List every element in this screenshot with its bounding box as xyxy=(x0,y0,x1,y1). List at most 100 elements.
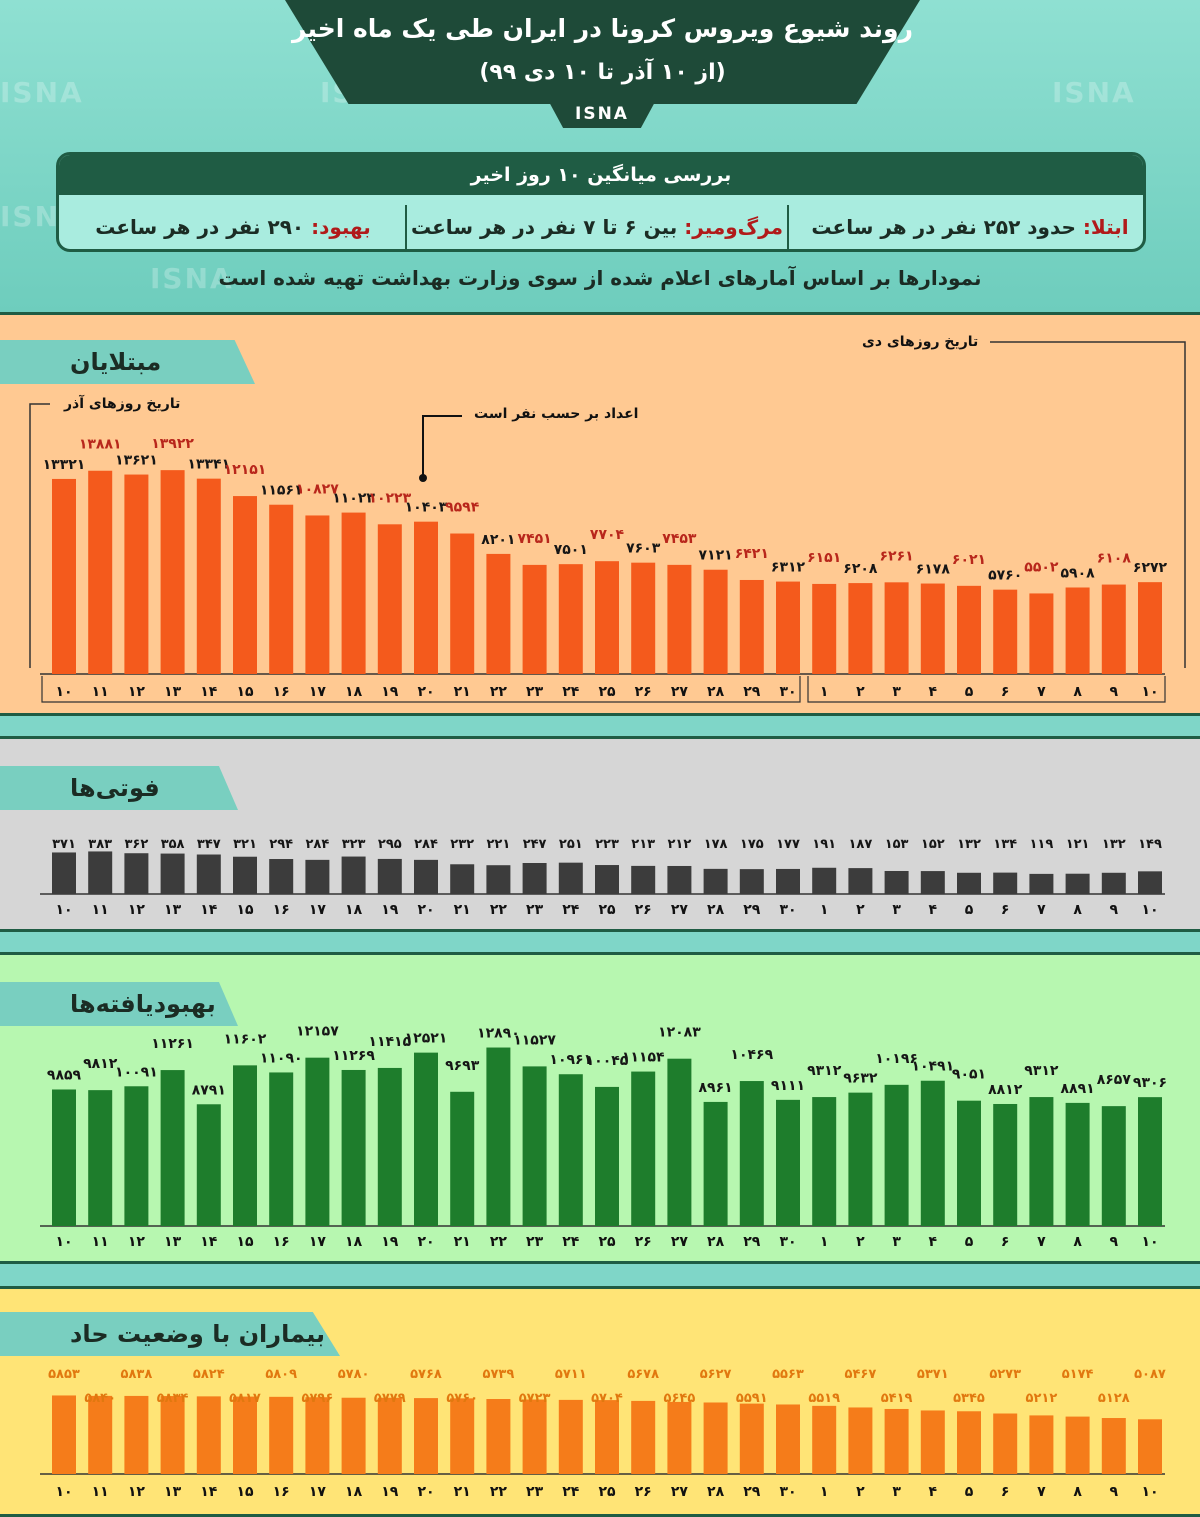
recovered-tick-label: ۳۰ xyxy=(779,1234,796,1250)
severe-tick-label: ۲۹ xyxy=(743,1484,761,1500)
deaths-tick-label: ۱۴ xyxy=(200,902,218,918)
recovered-value-label: ۱۱۵۲۷ xyxy=(513,1032,556,1048)
infected-bar xyxy=(1029,593,1054,674)
infected-bar xyxy=(269,504,294,674)
infected-tick-label: ۱۲ xyxy=(128,684,146,700)
averages-heading: بررسی میانگین ۱۰ روز اخیر xyxy=(59,155,1143,195)
deaths-chart-title: فوتی‌ها xyxy=(0,766,238,810)
infected-tick-label: ۸ xyxy=(1073,684,1082,700)
deaths-tick-label: ۱۰ xyxy=(55,902,72,918)
infected-value-label: ۶۲۶۱ xyxy=(880,548,914,564)
severe-value-label: ۵۷۸۰ xyxy=(338,1367,370,1382)
deaths-value-label: ۱۹۱ xyxy=(812,837,836,852)
recovered-value-label: ۱۲۵۲۱ xyxy=(405,1031,448,1047)
dey-dates-note: تاریخ روزهای دی xyxy=(862,334,979,350)
infected-bar xyxy=(377,524,402,674)
infected-value-label: ۱۰۴۰۳ xyxy=(405,500,448,516)
recovered-tick-label: ۱۶ xyxy=(273,1234,290,1250)
recovered-chart: ۹۸۵۹۱۰۹۸۱۲۱۱۱۰۰۹۱۱۲۱۱۲۶۱۱۳۸۷۹۱۱۴۱۱۶۰۲۱۵۱… xyxy=(0,952,1200,1264)
deaths-bar xyxy=(52,852,76,894)
recovered-bar xyxy=(341,1069,366,1226)
severe-value-label: ۵۵۱۹ xyxy=(808,1391,840,1406)
recovered-bar xyxy=(160,1070,185,1226)
severe-bar xyxy=(1138,1419,1162,1474)
infected-tick-label: ۷ xyxy=(1037,684,1046,700)
recovered-value-label: ۹۸۱۲ xyxy=(83,1056,118,1072)
infected-tick-label: ۱۸ xyxy=(345,684,363,700)
severe-bar xyxy=(667,1401,692,1474)
deaths-value-label: ۳۷۱ xyxy=(52,837,76,852)
recovered-value-label: ۹۶۹۳ xyxy=(445,1058,480,1074)
infected-value-label: ۱۳۸۸۱ xyxy=(79,437,122,453)
recovered-tick-label: ۱۰ xyxy=(55,1234,72,1250)
recovered-bar xyxy=(812,1097,837,1226)
severe-tick-label: ۲ xyxy=(856,1484,865,1500)
recovered-value-label: ۸۶۵۷ xyxy=(1097,1072,1132,1088)
recovered-bar xyxy=(848,1092,873,1226)
severe-value-label: ۵۸۴۰ xyxy=(84,1391,116,1406)
severe-value-label: ۵۳۴۵ xyxy=(953,1391,985,1406)
severe-value-label: ۵۶۷۸ xyxy=(627,1367,659,1382)
recovered-value-label: ۱۱۶۰۲ xyxy=(224,1031,267,1047)
watermark: ISNA xyxy=(0,76,84,109)
infected-average: ابتلا: حدود ۲۵۲ نفر در هر ساعت xyxy=(795,203,1143,249)
infected-value-label: ۱۳۳۲۱ xyxy=(43,457,86,473)
recovered-value-label: ۱۱۲۶۹ xyxy=(332,1048,375,1064)
severe-value-label: ۵۷۳۹ xyxy=(483,1367,515,1382)
deaths-bar xyxy=(595,865,619,894)
infected-value-label: ۵۷۶۰ xyxy=(988,568,1022,584)
infected-value-label: ۶۲۰۸ xyxy=(843,561,878,577)
severe-tick-label: ۲۰ xyxy=(417,1484,434,1500)
recovered-panel: ۹۸۵۹ ۱۰ ۹۸۱۲ ۱۱ ۱۰۰۹۱ ۱۲ ۱۱۲۶۱ ۱۳ ۸۷۹۱ ۱۴ ۱۱۶۰۲ ۱۵ ۱… xyxy=(0,952,1200,1264)
deaths-tick-label: ۸ xyxy=(1073,902,1082,918)
deaths-value-label: ۱۲۱ xyxy=(1066,837,1090,852)
severe-bar xyxy=(812,1405,837,1474)
recovered-tick-label: ۶ xyxy=(1001,1234,1010,1250)
severe-bottom-border xyxy=(0,1514,1200,1517)
severe-bar xyxy=(884,1408,909,1474)
severe-tick-label: ۵ xyxy=(965,1484,974,1500)
infected-bar xyxy=(812,583,837,674)
infected-tick-label: ۲۷ xyxy=(671,684,689,700)
title-banner xyxy=(285,0,920,104)
infected-value-label: ۱۳۹۲۲ xyxy=(151,436,194,452)
severe-tick-label: ۸ xyxy=(1073,1484,1082,1500)
infected-bar xyxy=(993,589,1018,674)
recovered-tick-label: ۸ xyxy=(1073,1234,1082,1250)
deaths-tick-label: ۲۳ xyxy=(526,902,544,918)
deaths-value-label: ۲۴۷ xyxy=(523,837,547,852)
deaths-bar xyxy=(993,872,1018,894)
infected-tick-label: ۱۰ xyxy=(1141,684,1158,700)
recovered-value-label: ۹۱۱۱ xyxy=(771,1078,805,1094)
infected-tick-label: ۲۵ xyxy=(598,684,616,700)
deaths-bar xyxy=(450,864,475,894)
infected-value-label: ۱۳۳۴۱ xyxy=(187,457,230,473)
recovered-value-label: ۹۳۱۲ xyxy=(807,1063,842,1079)
infected-value-label: ۶۱۷۸ xyxy=(916,562,951,578)
recovered-tick-label: ۵ xyxy=(965,1234,974,1250)
deaths-value-label: ۲۲۱ xyxy=(486,837,510,852)
recovered-bar xyxy=(920,1080,945,1226)
severe-value-label: ۵۸۳۸ xyxy=(121,1367,153,1382)
page-subtitle: (از ۱۰ آذر تا ۱۰ دی ۹۹) xyxy=(479,60,726,85)
severe-bar xyxy=(703,1402,728,1474)
infected-bar xyxy=(341,512,366,674)
severe-bar xyxy=(341,1397,366,1474)
recovered-tick-label: ۲۱ xyxy=(454,1234,471,1250)
infected-bar xyxy=(739,579,764,674)
recovered-tick-label: ۲۲ xyxy=(490,1234,508,1250)
unit-note: اعداد بر حسب نفر است xyxy=(474,406,639,422)
recovered-tick-label: ۲۰ xyxy=(417,1234,434,1250)
deaths-value-label: ۲۱۲ xyxy=(667,837,691,852)
recovered-bottom-border xyxy=(0,1261,1200,1264)
azar-dates-note: تاریخ روزهای آذر xyxy=(64,396,181,412)
recovered-bar xyxy=(739,1081,764,1226)
infected-bar xyxy=(957,585,981,674)
infected-bar xyxy=(1101,584,1126,674)
severe-bar xyxy=(776,1404,800,1474)
infected-bar xyxy=(450,533,475,674)
recovered-bar xyxy=(703,1101,728,1226)
recovered-bar xyxy=(52,1089,76,1226)
severe-value-label: ۵۸۱۷ xyxy=(229,1391,261,1406)
infected-bar xyxy=(1065,587,1090,674)
